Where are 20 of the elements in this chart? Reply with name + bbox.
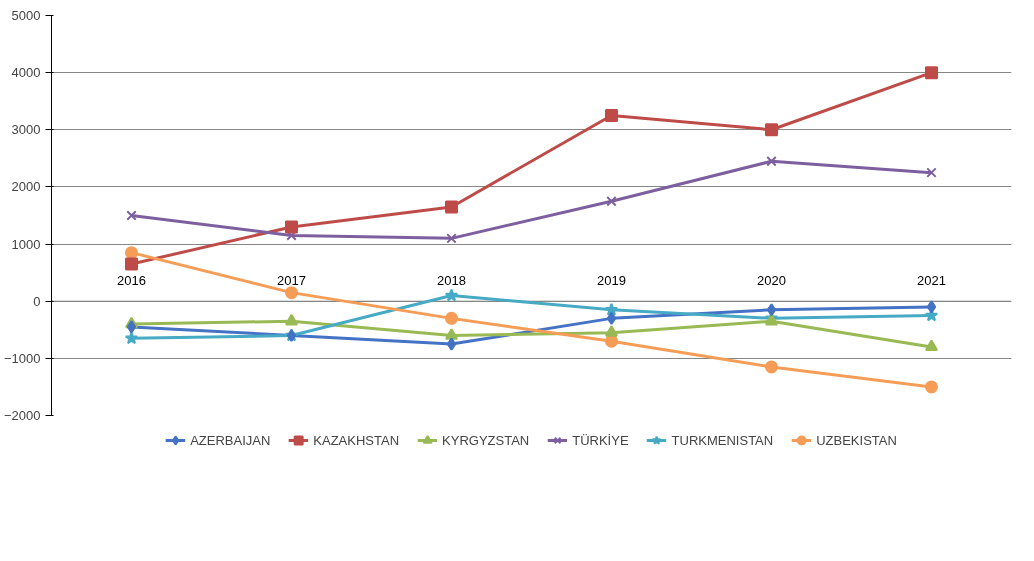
x-tick-label: 2017 xyxy=(277,273,306,289)
legend-label: UZBEKISTAN xyxy=(816,432,897,448)
y-tick-label: 3000 xyxy=(11,122,41,138)
x-tick-label: 2020 xyxy=(757,273,786,289)
y-tick-label: 5000 xyxy=(11,8,41,23)
y-tick-label: 0 xyxy=(33,293,41,309)
legend-label: TURKMENISTAN xyxy=(671,432,774,448)
x-tick-label: 2016 xyxy=(117,273,146,289)
x-tick-label: 2021 xyxy=(917,273,946,289)
legend-label: TÜRKİYE xyxy=(572,432,629,448)
y-tick-label: 4000 xyxy=(11,65,41,81)
x-tick-label: 2018 xyxy=(437,273,466,289)
legend-label: KYRGYZSTAN xyxy=(442,432,530,448)
y-tick-label: 2000 xyxy=(11,179,41,195)
y-tick-label: 1000 xyxy=(11,236,41,252)
y-tick-label: −1000 xyxy=(3,350,41,366)
x-tick-label: 2019 xyxy=(597,273,626,289)
y-tick-label: −2000 xyxy=(3,408,41,423)
legend-label: AZERBAIJAN xyxy=(190,432,271,448)
legend-label: KAZAKHSTAN xyxy=(313,432,400,448)
